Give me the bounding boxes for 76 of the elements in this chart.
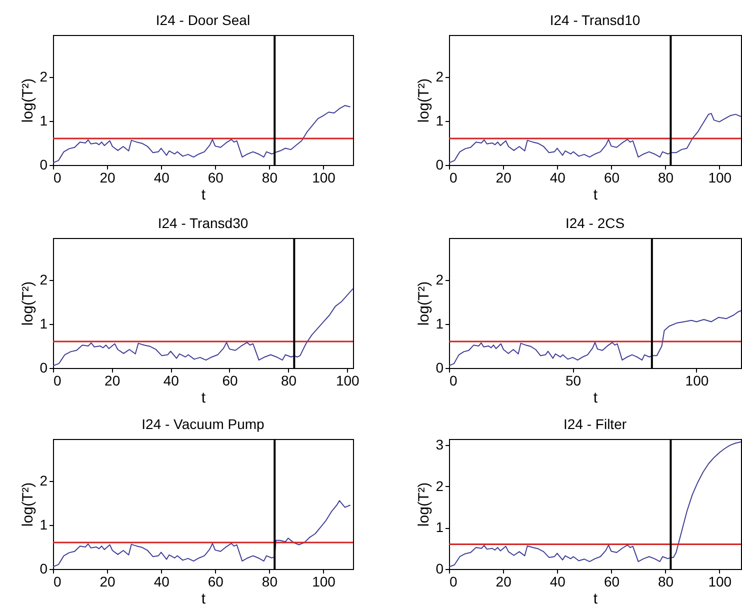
y-tick-label: 0 (40, 360, 48, 376)
x-tick-label: 20 (104, 372, 120, 388)
x-axis-title: t (201, 186, 206, 204)
y-tick-label: 0 (40, 156, 48, 172)
y-tick-label: 1 (40, 516, 48, 532)
x-tick-label: 20 (100, 574, 116, 590)
x-tick-label: 100 (336, 372, 360, 388)
y-tick-label: 0 (436, 156, 444, 172)
chart-title: I24 - 2CS (565, 215, 625, 231)
x-tick-label: 0 (450, 170, 458, 186)
y-tick-label: 2 (40, 472, 48, 488)
y-tick-label: 2 (436, 478, 444, 494)
x-tick-label: 20 (496, 170, 512, 186)
y-tick-label: 0 (436, 560, 444, 576)
x-axis-title: t (201, 590, 206, 608)
y-tick-label: 3 (436, 436, 444, 453)
line-series (449, 441, 741, 568)
chart-title: I24 - Transd30 (158, 215, 248, 231)
x-tick-label: 20 (100, 170, 116, 186)
y-axis-title: log(T²) (20, 482, 37, 527)
x-tick-label: 0 (54, 170, 62, 186)
x-tick-label: 20 (496, 574, 512, 590)
x-axis-title: t (593, 390, 598, 406)
x-tick-label: 80 (262, 170, 278, 186)
x-axis-title: t (593, 590, 598, 608)
x-tick-label: 40 (163, 372, 180, 388)
x-tick-label: 80 (658, 574, 674, 590)
y-axis-title: log(T²) (20, 78, 37, 123)
line-series (53, 288, 353, 366)
y-tick-label: 2 (436, 271, 444, 288)
y-axis-title: log(T²) (416, 78, 433, 123)
x-tick-label: 100 (708, 574, 732, 590)
chart-title: I24 - Transd10 (550, 12, 640, 28)
x-tick-label: 0 (450, 372, 458, 388)
x-tick-label: 100 (312, 574, 336, 590)
y-tick-label: 0 (436, 360, 444, 376)
y-axis-title: log(T²) (416, 482, 433, 527)
x-tick-label: 0 (54, 574, 62, 590)
x-tick-label: 0 (54, 372, 62, 388)
x-tick-label: 0 (450, 574, 458, 590)
x-tick-label: 100 (312, 170, 336, 186)
x-tick-label: 60 (604, 170, 620, 186)
y-tick-label: 2 (40, 271, 48, 288)
x-tick-label: 80 (658, 170, 674, 186)
y-tick-label: 2 (40, 68, 48, 84)
x-tick-label: 40 (550, 574, 566, 590)
y-axis-title: log(T²) (416, 281, 433, 326)
line-series (53, 105, 351, 164)
x-tick-label: 100 (685, 372, 709, 388)
x-tick-label: 80 (262, 574, 278, 590)
y-tick-label: 1 (40, 112, 48, 128)
y-tick-label: 2 (436, 68, 444, 84)
x-tick-label: 60 (222, 372, 238, 388)
line-series (449, 310, 741, 366)
x-axis-title: t (593, 186, 598, 204)
y-tick-label: 1 (436, 112, 444, 128)
line-series (53, 500, 351, 568)
x-tick-label: 40 (154, 574, 170, 590)
y-tick-label: 0 (40, 560, 48, 576)
x-tick-label: 40 (550, 170, 566, 186)
y-tick-label: 1 (436, 315, 444, 332)
x-tick-label: 60 (208, 170, 224, 186)
chart-title: I24 - Vacuum Pump (142, 416, 265, 432)
x-tick-label: 60 (604, 574, 620, 590)
x-tick-label: 60 (208, 574, 224, 590)
y-tick-label: 1 (40, 315, 48, 332)
chart-title: I24 - Door Seal (156, 12, 250, 28)
chart-title: I24 - Filter (563, 416, 627, 432)
x-tick-label: 40 (154, 170, 170, 186)
x-axis-title: t (201, 390, 206, 406)
x-tick-label: 80 (281, 372, 297, 388)
x-tick-label: 100 (708, 170, 732, 186)
y-axis-title: log(T²) (20, 281, 37, 326)
y-tick-label: 1 (436, 519, 444, 536)
x-tick-label: 50 (565, 372, 582, 388)
line-series (449, 112, 741, 164)
